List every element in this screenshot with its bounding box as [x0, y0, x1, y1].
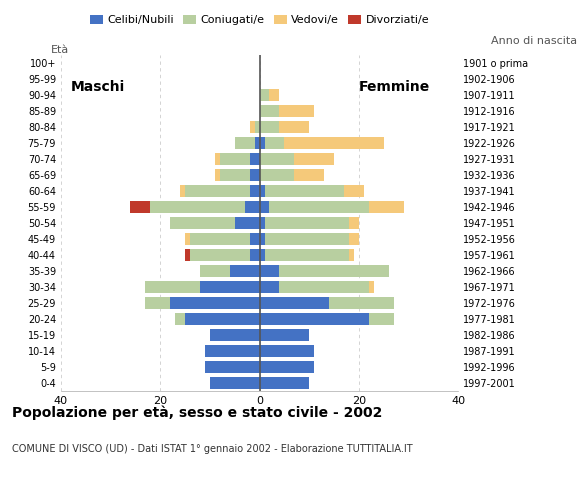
Bar [249, 169, 260, 181]
Bar [270, 89, 280, 101]
Bar [185, 185, 249, 197]
Bar [249, 153, 260, 166]
Bar [280, 105, 314, 118]
Bar [260, 249, 264, 262]
Bar [260, 313, 369, 325]
Bar [349, 233, 359, 245]
Bar [260, 185, 264, 197]
Bar [264, 233, 349, 245]
Bar [185, 313, 260, 325]
Bar [230, 265, 260, 277]
Text: Femmine: Femmine [359, 80, 430, 94]
Bar [146, 281, 200, 293]
Bar [249, 185, 260, 197]
Bar [294, 153, 334, 166]
Bar [260, 121, 280, 133]
Bar [260, 361, 314, 373]
Bar [185, 233, 190, 245]
Bar [260, 201, 270, 214]
Bar [150, 201, 245, 214]
Bar [264, 217, 349, 229]
Bar [260, 153, 294, 166]
Bar [260, 297, 329, 310]
Bar [260, 89, 270, 101]
Bar [344, 185, 364, 197]
Bar [260, 265, 280, 277]
Bar [260, 329, 309, 341]
Bar [255, 137, 260, 149]
Text: Età: Età [51, 45, 69, 55]
Bar [280, 281, 369, 293]
Bar [249, 121, 255, 133]
Text: COMUNE DI VISCO (UD) - Dati ISTAT 1° gennaio 2002 - Elaborazione TUTTITALIA.IT: COMUNE DI VISCO (UD) - Dati ISTAT 1° gen… [12, 444, 412, 454]
Bar [260, 137, 264, 149]
Bar [280, 265, 389, 277]
Bar [190, 249, 249, 262]
Bar [180, 185, 185, 197]
Bar [349, 217, 359, 229]
Bar [200, 281, 260, 293]
Bar [264, 249, 349, 262]
Bar [200, 265, 230, 277]
Bar [175, 313, 185, 325]
Bar [249, 233, 260, 245]
Bar [220, 169, 249, 181]
Bar [264, 137, 284, 149]
Bar [235, 137, 255, 149]
Bar [220, 153, 249, 166]
Bar [130, 201, 150, 214]
Text: Popolazione per età, sesso e stato civile - 2002: Popolazione per età, sesso e stato civil… [12, 406, 382, 420]
Bar [329, 297, 394, 310]
Bar [245, 201, 260, 214]
Bar [260, 377, 309, 389]
Bar [215, 153, 220, 166]
Bar [280, 121, 309, 133]
Bar [260, 169, 294, 181]
Bar [190, 233, 249, 245]
Bar [215, 169, 220, 181]
Bar [260, 105, 280, 118]
Bar [260, 233, 264, 245]
Text: Maschi: Maschi [71, 80, 125, 94]
Bar [369, 201, 404, 214]
Bar [210, 377, 260, 389]
Bar [170, 297, 260, 310]
Bar [170, 217, 235, 229]
Bar [249, 249, 260, 262]
Bar [369, 281, 374, 293]
Bar [260, 345, 314, 358]
Bar [260, 281, 280, 293]
Bar [210, 329, 260, 341]
Bar [264, 185, 344, 197]
Bar [284, 137, 384, 149]
Bar [185, 249, 190, 262]
Text: Anno di nascita: Anno di nascita [491, 36, 577, 46]
Bar [349, 249, 354, 262]
Bar [270, 201, 369, 214]
Bar [205, 361, 260, 373]
Bar [369, 313, 394, 325]
Legend: Celibi/Nubili, Coniugati/e, Vedovi/e, Divorziati/e: Celibi/Nubili, Coniugati/e, Vedovi/e, Di… [85, 10, 434, 29]
Bar [260, 217, 264, 229]
Bar [294, 169, 324, 181]
Bar [205, 345, 260, 358]
Bar [235, 217, 260, 229]
Bar [146, 297, 170, 310]
Bar [255, 121, 260, 133]
